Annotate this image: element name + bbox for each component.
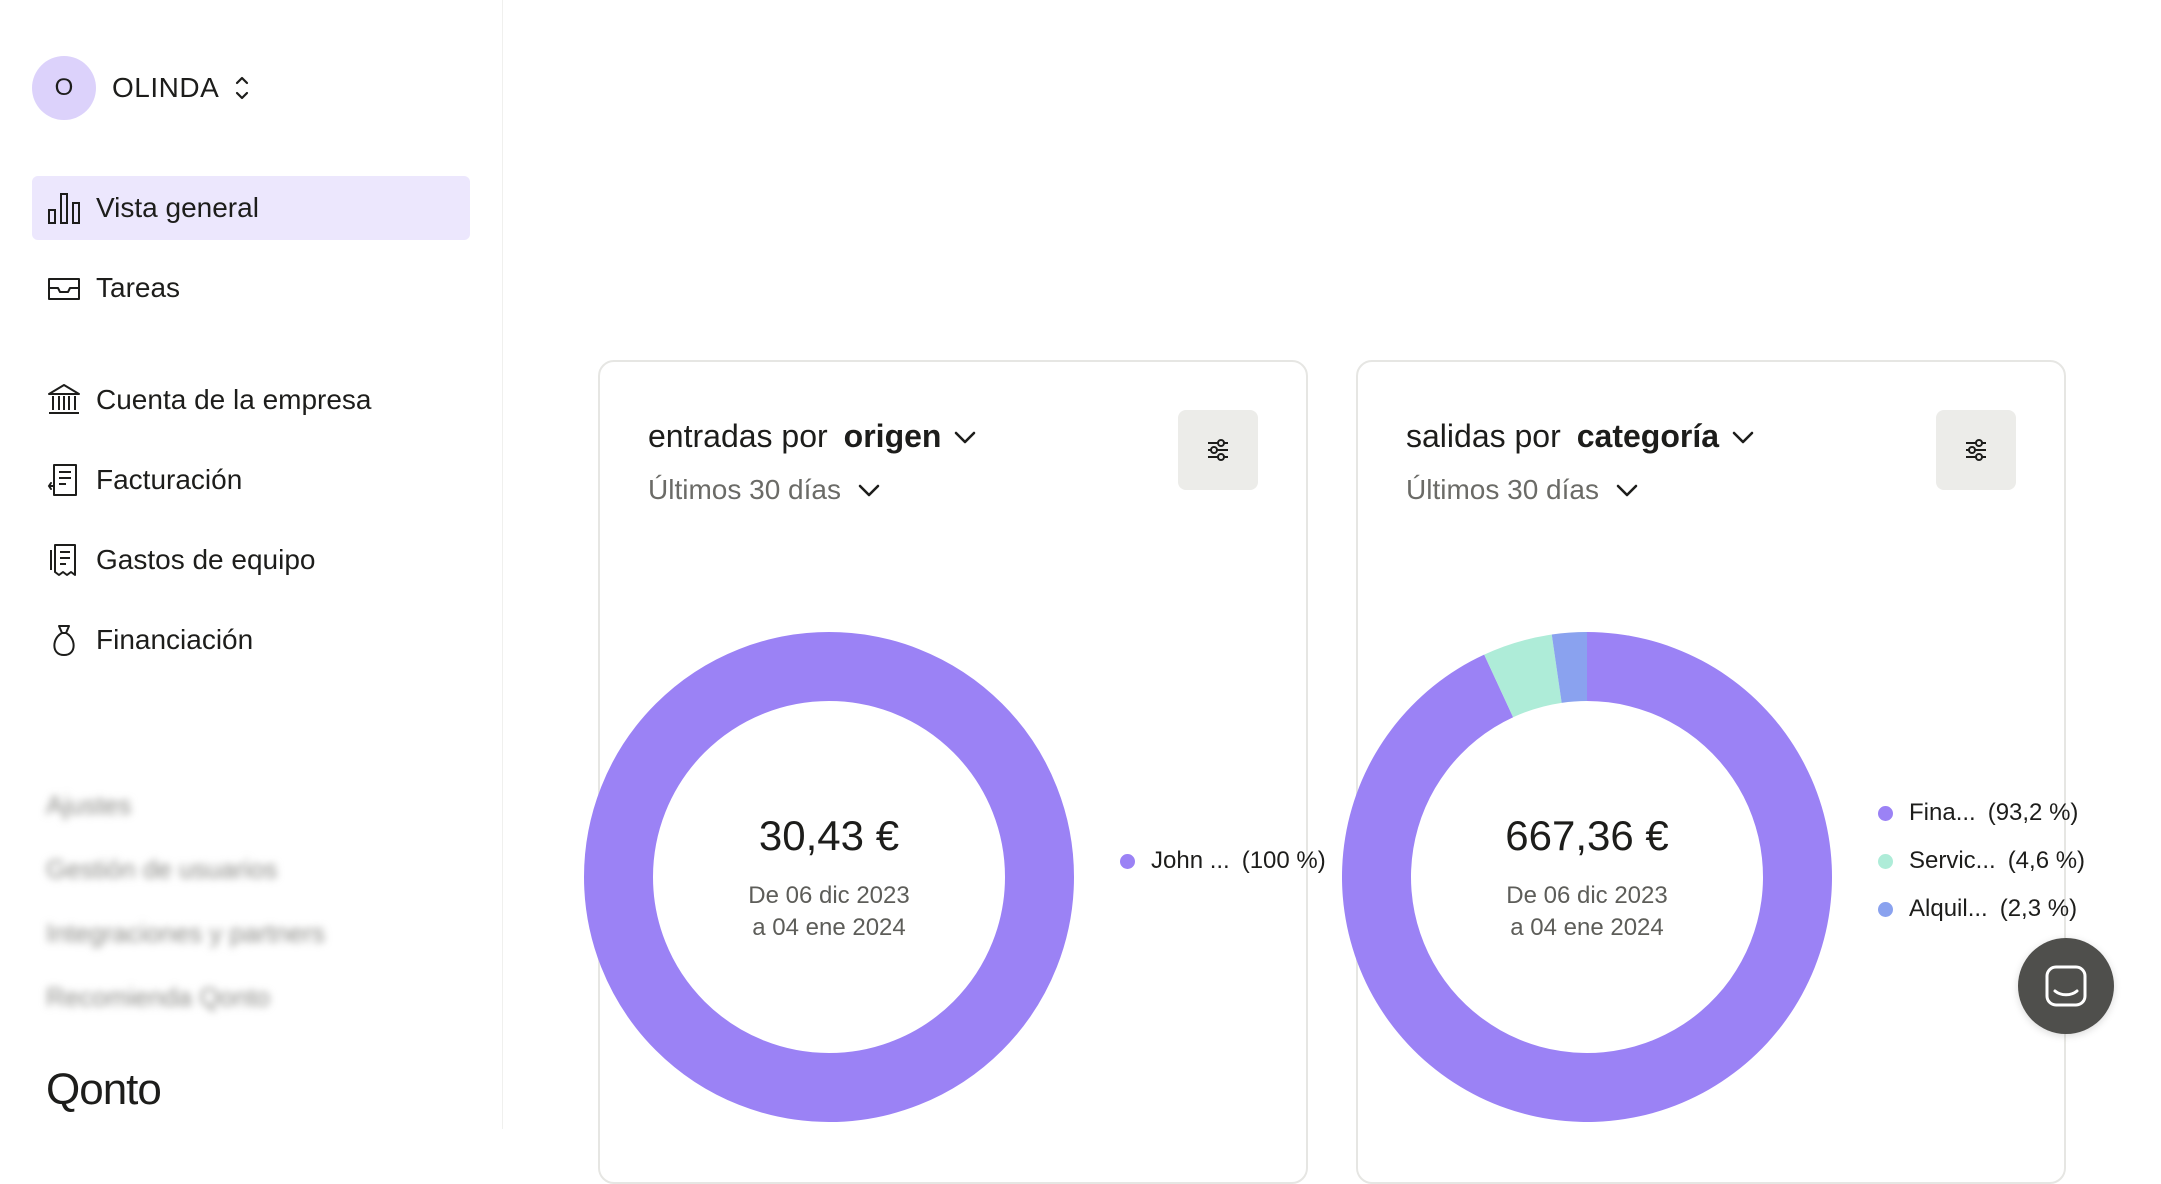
income-range-end: a 04 ene 2024 bbox=[752, 914, 906, 941]
svg-text:Qonto: Qonto bbox=[46, 1065, 161, 1114]
bar-chart-icon bbox=[48, 193, 80, 224]
card-title-prefix: salidas por bbox=[1406, 418, 1561, 454]
income-donut-chart bbox=[584, 632, 1074, 1122]
money-bag-icon bbox=[53, 625, 75, 656]
inbox-icon bbox=[48, 278, 80, 300]
donut-slice-1[interactable] bbox=[1342, 632, 1832, 1122]
expenses-title-dropdown[interactable]: salidas por categoría bbox=[1406, 418, 1757, 455]
invoice-icon bbox=[47, 464, 77, 496]
nav-item-recomienda[interactable]: Recomienda Qonto bbox=[46, 982, 271, 1012]
nav-item-label: Facturación bbox=[96, 464, 243, 495]
income-range-start: De 06 dic 2023 bbox=[748, 882, 910, 909]
nav-item-label: Vista general bbox=[96, 192, 259, 223]
bank-icon bbox=[48, 384, 80, 414]
legend-pct: (100 %) bbox=[1241, 847, 1326, 874]
card-title-dimension: categoría bbox=[1576, 418, 1720, 454]
org-name: OLINDA bbox=[112, 72, 220, 103]
income-total: 30,43 € bbox=[758, 812, 900, 859]
expenses-period-dropdown[interactable]: Últimos 30 días bbox=[1406, 474, 1641, 506]
nav-item-financiacion[interactable]: Financiación bbox=[32, 608, 470, 672]
sliders-icon bbox=[1966, 439, 1986, 461]
donut-slice-3[interactable] bbox=[1551, 632, 1587, 703]
org-switcher[interactable]: O OLINDA bbox=[32, 56, 251, 120]
receipt-icon bbox=[50, 544, 76, 576]
period-label: Últimos 30 días bbox=[648, 474, 841, 505]
legend-item[interactable]: Servic... (4,6 %) bbox=[1878, 847, 2085, 875]
org-avatar: O bbox=[32, 56, 96, 120]
legend-label: Fina... bbox=[1909, 799, 1976, 826]
nav-item-label: Financiación bbox=[96, 624, 254, 655]
legend-pct: (2,3 %) bbox=[1999, 895, 2078, 922]
income-title-dropdown[interactable]: entradas por origen bbox=[648, 418, 979, 455]
nav-item-label: Cuenta de la empresa bbox=[96, 384, 372, 415]
chevron-down-icon bbox=[955, 431, 976, 443]
filter-button[interactable] bbox=[1936, 410, 2016, 490]
donut-slice-1[interactable] bbox=[584, 632, 1074, 1122]
donut-slice-2[interactable] bbox=[1484, 634, 1562, 718]
chevron-down-icon bbox=[1732, 431, 1754, 443]
nav-item-label: Gastos de equipo bbox=[96, 544, 316, 575]
legend-pct: (93,2 %) bbox=[1987, 799, 2079, 826]
nav-item-tareas[interactable]: Tareas bbox=[32, 256, 470, 320]
legend-label: Servic... bbox=[1909, 847, 1996, 874]
card-title-dimension: origen bbox=[843, 418, 942, 454]
nav-item-integraciones[interactable]: Integraciones y partners bbox=[46, 918, 325, 948]
nav-item-gestion-usuarios[interactable]: Gestión de usuarios bbox=[46, 854, 278, 884]
chevron-down-icon bbox=[858, 484, 880, 497]
income-card: entradas por origen Últimos 30 días 30,4… bbox=[584, 360, 1326, 1184]
legend-dot bbox=[1120, 853, 1135, 869]
expenses-card: salidas por categoría Últimos 30 días 66… bbox=[1342, 360, 2085, 1184]
nav-item-ajustes[interactable]: Ajustes bbox=[46, 790, 132, 820]
chat-support-button[interactable] bbox=[2018, 938, 2114, 1034]
card-title-prefix: entradas por bbox=[648, 418, 828, 454]
nav-item-cuenta-empresa[interactable]: Cuenta de la empresa bbox=[32, 368, 470, 432]
nav-item-gastos-equipo[interactable]: Gastos de equipo bbox=[32, 528, 470, 592]
period-label: Últimos 30 días bbox=[1406, 474, 1599, 505]
sliders-icon bbox=[1208, 439, 1228, 461]
nav-item-facturacion[interactable]: Facturación bbox=[32, 448, 470, 512]
legend-label: John ... bbox=[1151, 847, 1230, 874]
legend-dot bbox=[1878, 805, 1893, 821]
expenses-donut-chart bbox=[1342, 632, 1832, 1122]
legend-dot bbox=[1878, 853, 1893, 869]
nav-item-vista-general[interactable]: Vista general bbox=[32, 176, 470, 240]
filter-button[interactable] bbox=[1178, 410, 1258, 490]
income-period-dropdown[interactable]: Últimos 30 días bbox=[648, 474, 883, 506]
chat-icon bbox=[2045, 965, 2087, 1007]
legend-dot bbox=[1878, 901, 1893, 917]
legend-item[interactable]: Fina... (93,2 %) bbox=[1878, 799, 2078, 827]
qonto-logo: Qonto bbox=[46, 1065, 162, 1114]
chevron-down-icon bbox=[1616, 484, 1638, 497]
nav-item-label: Tareas bbox=[96, 272, 181, 303]
legend-label: Alquil... bbox=[1909, 895, 1988, 922]
chevron-up-down-icon bbox=[236, 76, 249, 100]
expenses-total: 667,36 € bbox=[1505, 812, 1669, 859]
expenses-range-end: a 04 ene 2024 bbox=[1510, 914, 1664, 941]
legend-pct: (4,6 %) bbox=[2007, 847, 2086, 874]
legend-item[interactable]: John ... (100 %) bbox=[1120, 847, 1326, 875]
expenses-range-start: De 06 dic 2023 bbox=[1506, 882, 1668, 909]
sidebar: O OLINDA Vista general Tareas Cuenta de … bbox=[0, 0, 503, 1129]
legend-item[interactable]: Alquil... (2,3 %) bbox=[1878, 895, 2077, 923]
